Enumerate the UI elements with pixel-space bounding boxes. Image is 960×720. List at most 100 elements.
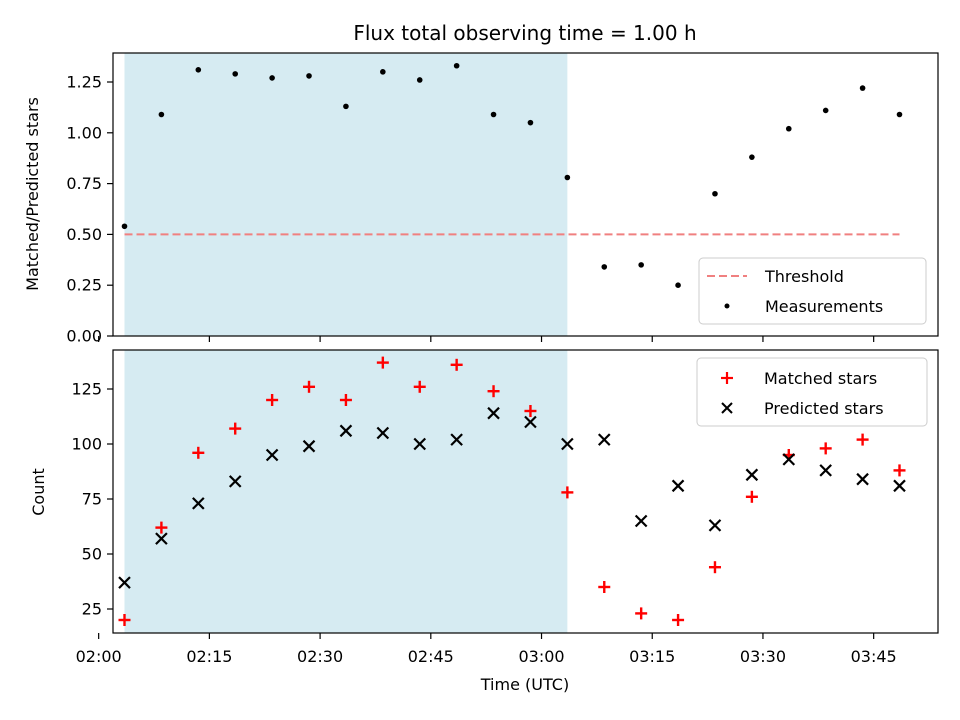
predicted-stars-point bbox=[192, 497, 205, 510]
predicted-stars-point bbox=[155, 532, 168, 545]
x-axis-label: Time (UTC) bbox=[480, 675, 569, 694]
y-tick-label: 1.25 bbox=[66, 73, 102, 92]
y-tick-label: 75 bbox=[82, 490, 102, 509]
predicted-stars-point bbox=[265, 448, 279, 462]
y-tick-label: 0.75 bbox=[66, 174, 102, 193]
measurement-point bbox=[380, 69, 386, 75]
bottom-y-ticks: 25 50 75 100 125 bbox=[71, 380, 113, 619]
legend-threshold-label: Threshold bbox=[764, 267, 844, 286]
x-tick-label: 03:15 bbox=[629, 647, 675, 666]
y-tick-label: 0.50 bbox=[66, 225, 102, 244]
top-marks bbox=[121, 62, 903, 289]
measurement-point bbox=[306, 73, 312, 79]
matched-stars-point bbox=[745, 490, 758, 503]
bottom-y-axis-label: Count bbox=[29, 468, 48, 516]
chart-title: Flux total observing time = 1.00 h bbox=[353, 21, 696, 45]
matched-stars-point bbox=[376, 356, 389, 369]
top-legend: Threshold Measurements bbox=[698, 257, 927, 325]
top-plot-frame bbox=[112, 52, 939, 337]
measurement-point bbox=[343, 103, 349, 110]
bottom-plot-frame bbox=[112, 349, 939, 634]
measurement-point bbox=[158, 111, 165, 118]
top-y-axis-label: Matched/Predicted stars bbox=[23, 97, 42, 291]
y-tick-label: 100 bbox=[71, 435, 102, 454]
measurement-point bbox=[638, 262, 644, 268]
predicted-stars-point bbox=[634, 514, 648, 528]
predicted-stars-point bbox=[413, 437, 427, 451]
measurement-point bbox=[527, 119, 534, 126]
legend-matched-swatch bbox=[721, 372, 733, 384]
matched-stars-point bbox=[450, 358, 463, 371]
predicted-stars-point bbox=[450, 433, 463, 446]
predicted-stars-point bbox=[856, 472, 869, 486]
predicted-stars-point bbox=[228, 475, 242, 488]
matched-stars-point bbox=[856, 433, 869, 446]
legend-measurements-swatch bbox=[724, 303, 730, 309]
y-tick-label: 0.00 bbox=[66, 327, 102, 346]
measurement-point bbox=[490, 111, 497, 118]
top-y-ticks: 0.00 0.25 0.50 0.75 1.00 1.25 bbox=[66, 73, 113, 346]
y-tick-label: 50 bbox=[82, 545, 102, 564]
measurement-point bbox=[416, 77, 423, 83]
predicted-stars-point bbox=[782, 453, 796, 466]
predicted-stars-point bbox=[118, 576, 131, 589]
x-tick-label: 02:15 bbox=[186, 647, 232, 666]
bottom-marks bbox=[118, 356, 906, 626]
matched-stars-point bbox=[598, 581, 611, 593]
x-tick-label: 03:00 bbox=[518, 647, 564, 666]
matched-stars-point bbox=[893, 464, 906, 477]
y-tick-label: 1.00 bbox=[66, 123, 102, 142]
predicted-stars-point bbox=[745, 468, 759, 482]
top-panel: 0.00 0.25 0.50 0.75 1.00 1.25 Matched/Predict… bbox=[23, 52, 939, 346]
matched-stars-point bbox=[155, 521, 168, 534]
measurement-point bbox=[859, 85, 866, 91]
matched-stars-point bbox=[118, 614, 131, 626]
bottom-legend: Matched stars Predicted stars bbox=[696, 357, 928, 427]
matched-stars-point bbox=[524, 405, 537, 417]
top-x-ticks bbox=[98, 336, 875, 342]
matched-stars-point bbox=[266, 394, 279, 406]
matched-stars-point bbox=[487, 385, 500, 398]
y-tick-label: 0.25 bbox=[66, 276, 102, 295]
matched-stars-point bbox=[339, 394, 352, 406]
x-tick-label: 03:45 bbox=[851, 647, 897, 666]
legend-measurements-label: Measurements bbox=[765, 297, 883, 316]
measurement-point bbox=[232, 71, 239, 77]
predicted-stars-point bbox=[597, 433, 611, 446]
legend-predicted-label: Predicted stars bbox=[764, 399, 884, 418]
legend-matched-label: Matched stars bbox=[764, 369, 877, 388]
bottom-shaded-interval bbox=[124, 350, 568, 633]
measurement-point bbox=[675, 282, 681, 289]
predicted-stars-point bbox=[302, 439, 316, 453]
predicted-stars-point bbox=[376, 426, 390, 440]
predicted-stars-point bbox=[487, 406, 500, 420]
legend-predicted-swatch bbox=[721, 402, 733, 414]
top-legend-box bbox=[698, 257, 927, 325]
matched-stars-point bbox=[561, 486, 574, 499]
predicted-stars-point bbox=[339, 424, 353, 438]
bottom-x-ticks: 02:00 02:15 02:30 02:45 03:00 03:15 03:30 03:45 bbox=[76, 633, 897, 666]
x-tick-label: 02:45 bbox=[408, 647, 454, 666]
matched-stars-point bbox=[303, 380, 316, 393]
matched-stars-point bbox=[192, 446, 205, 459]
measurement-point bbox=[896, 111, 903, 118]
measurement-point bbox=[785, 125, 792, 132]
y-tick-label: 125 bbox=[71, 380, 102, 399]
measurement-point bbox=[601, 264, 608, 270]
matched-stars-point bbox=[672, 614, 685, 626]
x-tick-label: 03:30 bbox=[740, 647, 786, 666]
measurement-point bbox=[749, 154, 755, 160]
top-shaded-interval bbox=[124, 53, 568, 336]
bottom-panel: 25 50 75 100 125 02:00 02:15 02:30 02:45 03:00 03… bbox=[29, 349, 939, 694]
predicted-stars-point bbox=[708, 519, 722, 532]
measurement-point bbox=[822, 107, 829, 114]
matched-stars-point bbox=[635, 607, 648, 620]
measurement-point bbox=[453, 62, 460, 69]
measurement-point bbox=[195, 67, 202, 73]
x-tick-label: 02:30 bbox=[297, 647, 343, 666]
matched-stars-point bbox=[413, 380, 426, 393]
measurement-point bbox=[564, 174, 571, 181]
measurement-point bbox=[121, 223, 128, 230]
matched-stars-point bbox=[708, 561, 721, 574]
